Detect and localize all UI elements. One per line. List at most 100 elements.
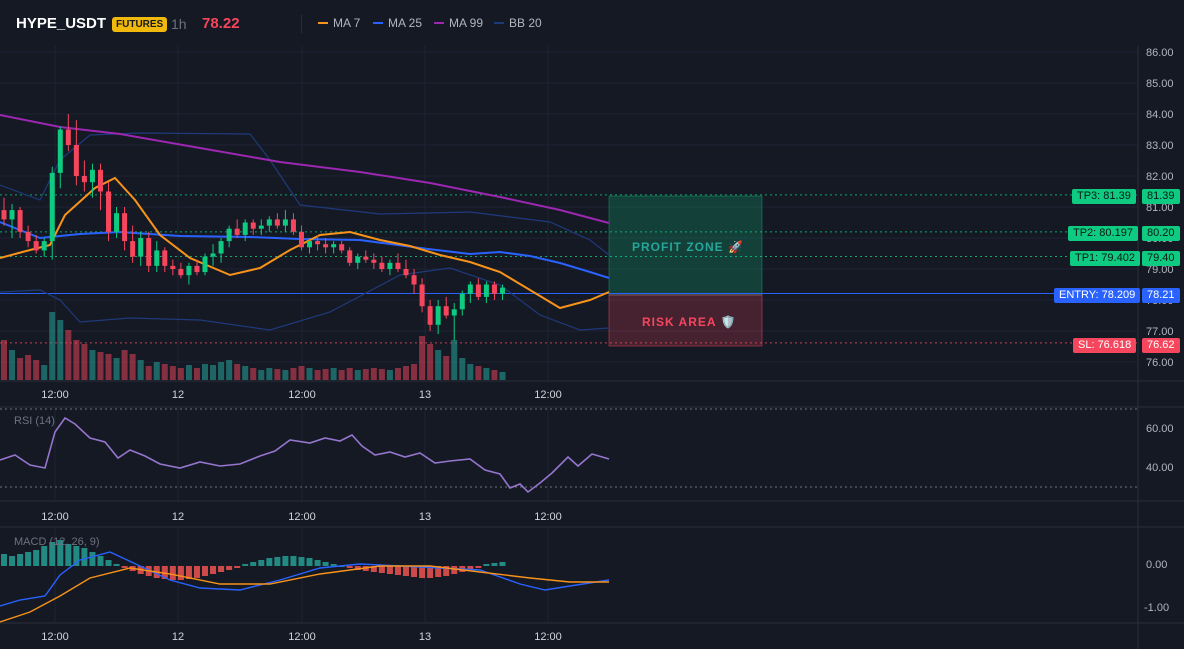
- candle-body: [218, 241, 224, 254]
- time-axis-label: 12:00: [41, 631, 69, 643]
- candle-body: [138, 238, 144, 257]
- time-axis-label: 12:00: [288, 631, 316, 643]
- candle-body: [57, 129, 63, 173]
- candle-body: [363, 256, 369, 260]
- volume-bar: [419, 336, 426, 380]
- macd-histogram-bar: [210, 566, 217, 574]
- candle-body: [491, 284, 497, 294]
- macd-histogram-bar: [113, 564, 120, 566]
- candle-body: [483, 284, 489, 297]
- macd-histogram-bar: [177, 566, 184, 580]
- volume-bar: [258, 370, 265, 380]
- price-axis-label: 83.00: [1146, 140, 1174, 152]
- volume-bar: [169, 366, 176, 380]
- sl-axis-tag: 76.62: [1142, 338, 1180, 353]
- macd-histogram-bar: [491, 563, 498, 566]
- candle-body: [435, 306, 441, 325]
- candle-body: [411, 275, 417, 285]
- volume-bar: [306, 368, 313, 380]
- volume-bar: [105, 354, 112, 380]
- macd-pane-title: MACD (12, 26, 9): [14, 536, 100, 548]
- volume-bar: [1, 340, 7, 380]
- volume-bar: [314, 370, 321, 380]
- macd-histogram-bar: [73, 546, 80, 566]
- volume-bar: [266, 368, 273, 380]
- risk-area-label: RISK AREA 🛡️: [642, 315, 737, 329]
- volume-bar: [298, 366, 305, 380]
- candle-body: [162, 250, 168, 266]
- macd-histogram-bar: [9, 556, 16, 566]
- volume-bar: [226, 360, 233, 380]
- bb20-swatch-icon: [494, 21, 504, 24]
- macd-histogram-bar: [475, 566, 482, 568]
- candle-body: [298, 231, 304, 248]
- volume-bar: [113, 358, 120, 380]
- volume-bar: [274, 369, 281, 380]
- legend-ma7[interactable]: MA 7: [318, 16, 360, 30]
- timeframe-label[interactable]: 1h: [171, 16, 187, 32]
- price-axis-label: 86.00: [1146, 47, 1174, 59]
- macd-histogram-bar: [57, 540, 64, 566]
- candle-body: [419, 284, 425, 307]
- legend-ma99-label: MA 99: [449, 16, 484, 30]
- volume-bar: [483, 368, 490, 380]
- candle-body: [387, 262, 393, 269]
- volume-bar: [81, 344, 88, 380]
- volume-bar: [9, 350, 16, 380]
- candle-body: [210, 253, 216, 257]
- candle-body: [250, 222, 256, 229]
- macd-histogram-bar: [1, 554, 7, 566]
- volume-bar: [202, 364, 208, 380]
- ma25-swatch-icon: [373, 21, 383, 24]
- legend-ma99[interactable]: MA 99: [434, 16, 483, 30]
- symbol-name[interactable]: HYPE_USDT: [16, 15, 107, 32]
- time-axis-label: 12:00: [288, 511, 316, 523]
- volume-bar: [475, 366, 482, 380]
- macd-histogram-bar: [394, 566, 401, 575]
- candle-body: [170, 265, 176, 269]
- macd-histogram-bar: [467, 566, 474, 570]
- sl-line-label: SL: 76.618: [1073, 338, 1137, 353]
- macd-histogram-bar: [25, 552, 32, 566]
- macd-axis-label: 0.00: [1146, 559, 1167, 571]
- candle-body: [379, 262, 385, 269]
- macd-histogram-bar: [354, 566, 361, 570]
- rsi-pane-title: RSI (14): [14, 415, 55, 427]
- legend-ma25[interactable]: MA 25: [373, 16, 422, 30]
- legend-bb20[interactable]: BB 20: [494, 16, 542, 30]
- macd-histogram-bar: [193, 566, 200, 578]
- macd-histogram-bar: [97, 556, 104, 566]
- volume-bar: [370, 368, 377, 380]
- volume-bar: [403, 366, 409, 380]
- macd-histogram-bar: [451, 566, 458, 574]
- macd-histogram-bar: [65, 544, 72, 566]
- candle-body: [226, 228, 232, 242]
- macd-histogram-bar: [226, 566, 233, 570]
- macd-histogram-bar: [258, 560, 265, 566]
- volume-bar: [73, 340, 80, 380]
- macd-histogram-bar: [185, 566, 192, 579]
- volume-bar: [386, 370, 393, 380]
- volume-bar: [33, 360, 40, 380]
- candle-body: [258, 225, 264, 229]
- candle-body: [130, 241, 136, 257]
- candle-body: [290, 219, 296, 232]
- candle-body: [331, 244, 337, 248]
- candle-body: [395, 262, 401, 269]
- macd-histogram-bar: [378, 566, 385, 573]
- volume-bar: [97, 352, 104, 380]
- rsi-axis-label: 60.00: [1146, 423, 1174, 435]
- time-axis-label: 12: [172, 631, 184, 643]
- time-axis-label: 13: [419, 511, 431, 523]
- macd-histogram-bar: [435, 566, 442, 577]
- ma7-swatch-icon: [318, 21, 328, 24]
- candle-body: [307, 241, 313, 248]
- macd-histogram-bar: [33, 550, 40, 566]
- macd-histogram-bar: [266, 558, 273, 566]
- volume-bar: [435, 350, 442, 380]
- futures-badge: FUTURES: [112, 17, 168, 32]
- candle-body: [1, 210, 7, 220]
- candle-body: [17, 210, 23, 232]
- volume-bar: [161, 364, 168, 380]
